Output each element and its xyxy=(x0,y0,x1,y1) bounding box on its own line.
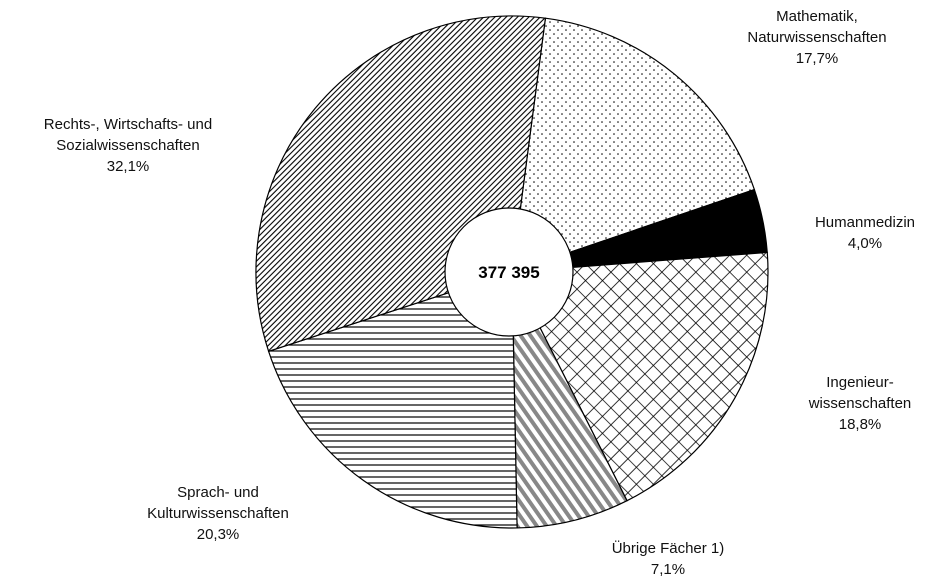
slice-label: Sprach- und Kulturwissenschaften xyxy=(147,484,289,522)
slice-value: 4,0% xyxy=(847,235,883,252)
pie-slice xyxy=(267,271,518,529)
center-total: 377 395 xyxy=(478,263,539,282)
pie-slice xyxy=(511,251,769,502)
slice-value: 32,1% xyxy=(106,158,150,175)
slice-value: 18,8% xyxy=(838,416,882,433)
slice-label: Übrige Fächer 1) xyxy=(611,540,725,557)
center-hole xyxy=(444,207,574,337)
pie-slice xyxy=(511,271,628,529)
slice-label: Mathematik, Naturwissenschaften xyxy=(747,8,887,46)
slice-label: Humanmedizin xyxy=(814,214,916,231)
slice-value: 17,7% xyxy=(795,50,839,67)
slice-label: Rechts-, Wirtschafts- und Sozialwissensc… xyxy=(43,116,213,154)
slice-value: 7,1% xyxy=(650,561,686,578)
pie-slice xyxy=(511,17,756,273)
slice-label: Ingenieur- wissenschaften xyxy=(808,374,912,412)
slice-value: 20,3% xyxy=(196,526,240,543)
